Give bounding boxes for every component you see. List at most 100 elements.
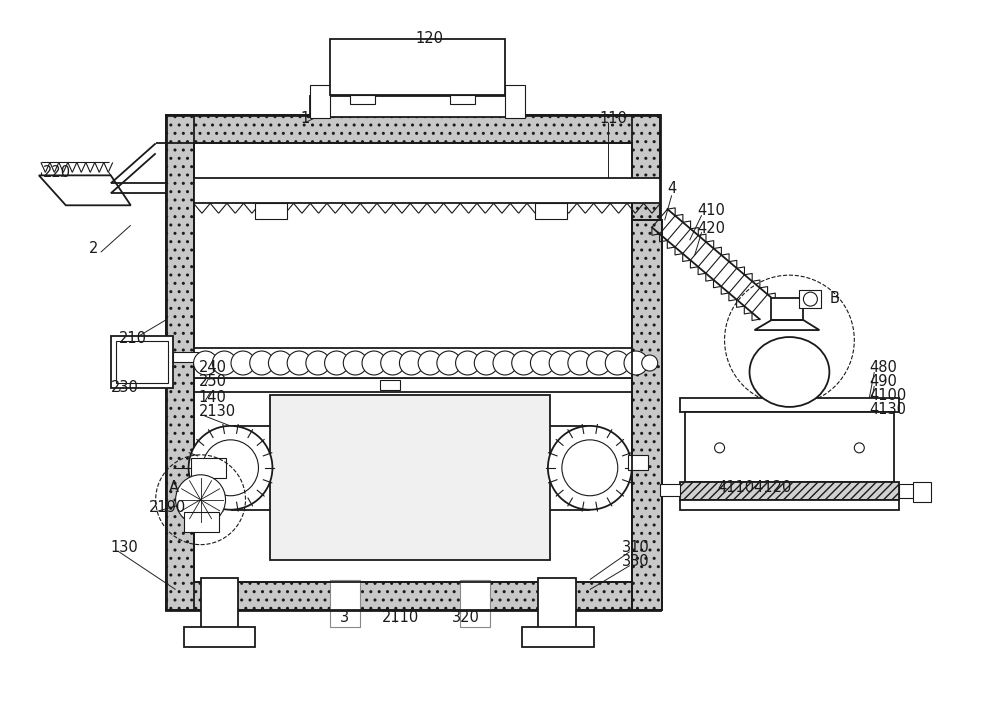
Circle shape bbox=[548, 426, 632, 510]
Text: A: A bbox=[169, 480, 179, 495]
Bar bbox=[310, 84, 330, 119]
Bar bbox=[194, 143, 632, 582]
Text: 420: 420 bbox=[698, 221, 726, 236]
Bar bbox=[166, 116, 194, 609]
Circle shape bbox=[568, 351, 592, 375]
Bar bbox=[201, 577, 238, 630]
Text: 480: 480 bbox=[869, 360, 897, 376]
Text: 230: 230 bbox=[111, 381, 139, 395]
Circle shape bbox=[562, 440, 618, 496]
Bar bbox=[194, 178, 660, 203]
Bar bbox=[330, 579, 360, 628]
Text: 2130: 2130 bbox=[199, 405, 236, 419]
Bar bbox=[166, 116, 660, 143]
Text: 2: 2 bbox=[89, 241, 98, 256]
Text: 220: 220 bbox=[43, 165, 71, 180]
Bar bbox=[680, 499, 899, 510]
Text: 310: 310 bbox=[622, 540, 650, 555]
Text: 2190: 2190 bbox=[149, 500, 186, 515]
Bar bbox=[632, 221, 662, 609]
Bar bbox=[685, 412, 894, 482]
Bar bbox=[116, 341, 168, 383]
Circle shape bbox=[194, 351, 218, 375]
Circle shape bbox=[250, 351, 274, 375]
Bar bbox=[771, 298, 803, 320]
Bar bbox=[380, 380, 400, 390]
Circle shape bbox=[268, 351, 292, 375]
Text: 4100: 4100 bbox=[869, 389, 907, 403]
Bar bbox=[450, 95, 475, 105]
Circle shape bbox=[642, 355, 658, 371]
Bar bbox=[680, 482, 899, 499]
Circle shape bbox=[399, 351, 423, 375]
Circle shape bbox=[715, 443, 725, 453]
Circle shape bbox=[418, 351, 442, 375]
Text: 250: 250 bbox=[199, 374, 227, 389]
Circle shape bbox=[530, 351, 554, 375]
Text: 330: 330 bbox=[622, 554, 649, 569]
Circle shape bbox=[381, 351, 405, 375]
Text: 120: 120 bbox=[415, 31, 443, 46]
Bar bbox=[505, 84, 525, 119]
Circle shape bbox=[549, 351, 573, 375]
Bar bbox=[350, 95, 375, 105]
Circle shape bbox=[605, 351, 629, 375]
Bar bbox=[184, 512, 219, 531]
Polygon shape bbox=[755, 320, 819, 330]
Bar bbox=[913, 482, 931, 502]
Bar bbox=[799, 290, 821, 308]
Bar bbox=[628, 455, 648, 470]
Circle shape bbox=[725, 275, 854, 405]
Bar bbox=[535, 203, 567, 219]
Bar bbox=[166, 582, 660, 609]
Text: 140: 140 bbox=[199, 390, 226, 405]
Text: B: B bbox=[829, 290, 839, 306]
Ellipse shape bbox=[750, 337, 829, 407]
Circle shape bbox=[854, 443, 864, 453]
Text: 210: 210 bbox=[119, 331, 147, 346]
Polygon shape bbox=[39, 175, 131, 205]
Text: 130: 130 bbox=[111, 540, 138, 555]
Text: 4: 4 bbox=[668, 181, 677, 196]
Bar bbox=[330, 39, 505, 95]
Circle shape bbox=[212, 351, 236, 375]
Bar bbox=[194, 348, 660, 378]
Text: 320: 320 bbox=[452, 610, 480, 625]
Bar bbox=[680, 398, 899, 412]
Bar bbox=[310, 95, 525, 117]
Text: 1: 1 bbox=[300, 111, 310, 126]
Circle shape bbox=[306, 351, 330, 375]
Text: 4130: 4130 bbox=[869, 403, 906, 417]
Bar bbox=[538, 577, 576, 630]
Circle shape bbox=[231, 351, 255, 375]
Circle shape bbox=[362, 351, 386, 375]
Circle shape bbox=[803, 292, 817, 306]
Circle shape bbox=[176, 475, 226, 525]
Text: 41104120: 41104120 bbox=[718, 480, 792, 495]
Circle shape bbox=[474, 351, 498, 375]
Circle shape bbox=[512, 351, 536, 375]
Text: 410: 410 bbox=[698, 203, 725, 218]
Bar bbox=[660, 484, 680, 496]
Bar bbox=[632, 116, 660, 609]
Circle shape bbox=[325, 351, 349, 375]
Text: 490: 490 bbox=[869, 374, 897, 389]
Bar bbox=[899, 484, 929, 498]
Circle shape bbox=[189, 426, 272, 510]
Text: 3: 3 bbox=[340, 610, 349, 625]
Bar bbox=[184, 628, 255, 647]
Bar bbox=[173, 352, 198, 362]
Bar bbox=[270, 395, 550, 560]
Bar bbox=[632, 221, 662, 609]
Bar bbox=[191, 458, 226, 478]
Circle shape bbox=[343, 351, 367, 375]
Bar bbox=[111, 336, 173, 388]
Text: 110: 110 bbox=[600, 111, 628, 126]
Circle shape bbox=[456, 351, 480, 375]
Circle shape bbox=[587, 351, 611, 375]
Circle shape bbox=[437, 351, 461, 375]
Bar bbox=[460, 579, 490, 628]
Bar bbox=[522, 628, 594, 647]
Circle shape bbox=[287, 351, 311, 375]
Circle shape bbox=[203, 440, 258, 496]
